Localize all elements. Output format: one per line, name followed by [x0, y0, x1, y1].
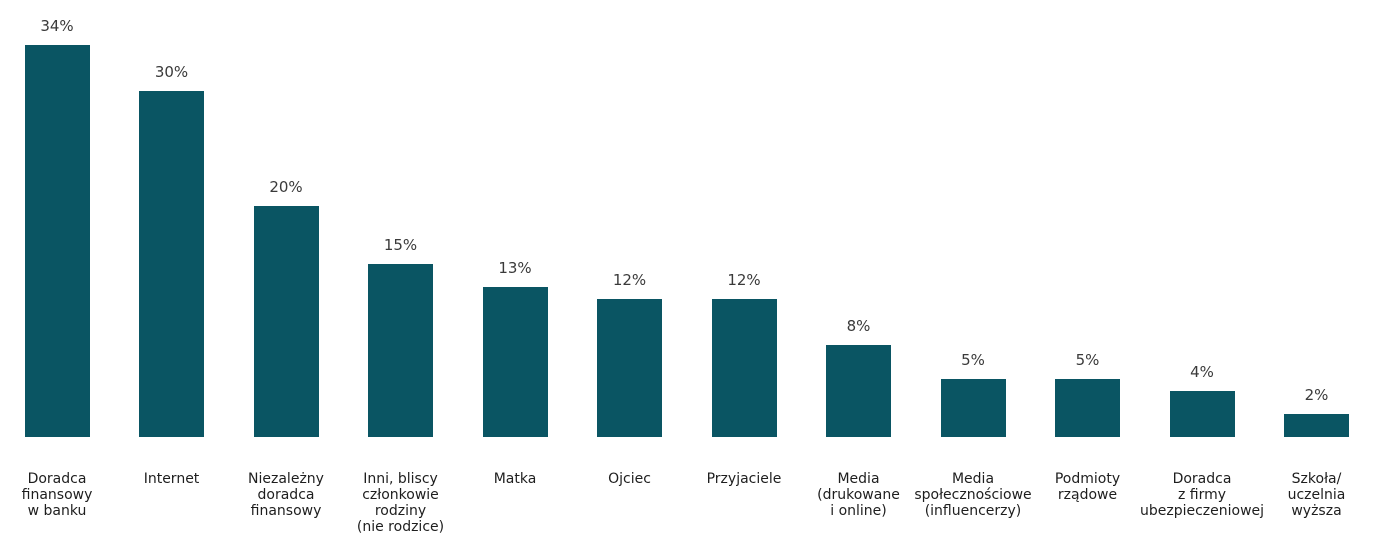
bar — [1284, 413, 1349, 437]
bar-value-label: 30% — [154, 63, 189, 82]
category-label: Szkoła/ uczelnia wyższa — [1287, 471, 1346, 519]
category-label: Niezależny doradca finansowy — [248, 471, 324, 519]
category-label: Matka — [493, 471, 537, 487]
bar — [711, 298, 777, 437]
category-label: Ojciec — [608, 471, 651, 487]
bar-value-label: 13% — [498, 259, 532, 278]
bar-value-label: 8% — [846, 316, 871, 335]
bar-value-label: 20% — [269, 178, 303, 197]
category-label: Media (drukowane i online) — [817, 471, 900, 519]
bar-value-label: 15% — [383, 236, 418, 255]
category-label: Podmioty rządowe — [1054, 471, 1121, 503]
bar — [24, 45, 90, 437]
category-label: Media społecznościowe (influencerzy) — [914, 471, 1032, 519]
bar-value-label: 5% — [961, 351, 985, 370]
bar — [482, 287, 548, 437]
bar — [368, 264, 433, 437]
bar-value-label: 12% — [727, 270, 761, 289]
bar — [1055, 379, 1120, 437]
bar-value-label: 5% — [1075, 351, 1100, 370]
bar — [826, 344, 891, 437]
bar — [253, 206, 319, 437]
category-label: Przyjaciele — [706, 471, 782, 487]
bar — [139, 91, 204, 437]
bar-value-label: 2% — [1304, 385, 1329, 404]
category-label: Inni, bliscy członkowie rodziny (nie rod… — [356, 471, 445, 535]
bar — [1169, 390, 1235, 437]
bar — [597, 298, 662, 437]
category-label: Doradca finansowy w banku — [21, 471, 93, 519]
bar-value-label: 12% — [612, 270, 647, 289]
category-label: Doradca z firmy ubezpieczeniowej — [1139, 471, 1265, 519]
category-label: Internet — [143, 471, 200, 487]
bar-value-label: 4% — [1190, 362, 1214, 381]
bar-value-label: 34% — [40, 17, 74, 35]
bar — [940, 379, 1006, 437]
